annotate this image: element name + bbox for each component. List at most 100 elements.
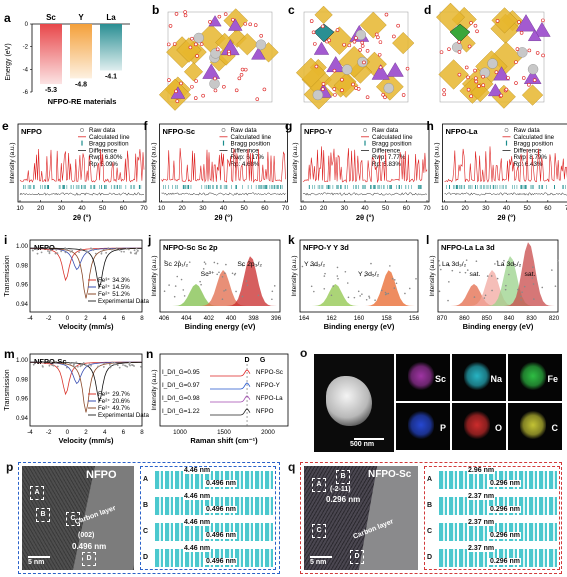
data-point (75, 361, 78, 364)
raman-spectrum (210, 408, 251, 416)
x-tick-label: -2 (46, 315, 52, 322)
legend-text: Raw data (89, 127, 116, 134)
o-atom (514, 60, 518, 64)
o-atom (442, 92, 446, 97)
x-tick-label: 50 (524, 205, 532, 212)
data-point (517, 288, 519, 291)
o-atom (335, 28, 340, 32)
feo6-octahedron (491, 7, 518, 34)
profile-id: B (143, 502, 149, 509)
o-atom (240, 67, 245, 72)
data-point (309, 264, 312, 267)
profile-width-label: 4.46 nm (183, 493, 212, 500)
data-point (357, 290, 360, 293)
o-atom (481, 83, 486, 88)
x-tick-label: 70 (282, 205, 290, 212)
plot-frame (29, 353, 143, 427)
o-atom (183, 10, 187, 14)
data-point (393, 279, 396, 281)
data-point (504, 288, 507, 291)
data-point (105, 251, 108, 254)
data-point (90, 247, 92, 250)
data-point (108, 363, 111, 366)
xps-peak (160, 270, 280, 306)
data-point (323, 275, 326, 277)
ratio-label: I_D/I_G=1.22 (162, 408, 200, 415)
crystal-structure-c: c (288, 3, 415, 110)
data-point (92, 249, 95, 251)
o-atom (381, 93, 385, 97)
eds-element-label: C (551, 423, 559, 433)
data-point (391, 277, 394, 280)
data-point (361, 293, 363, 295)
xps-peak (300, 270, 418, 306)
po4-tetrahedron (313, 41, 330, 55)
panel-letter: c (288, 3, 295, 17)
a-tick-label: 0 (25, 22, 29, 28)
lattice-profile-d: D 2.37 nm 0.296 nm (427, 545, 557, 570)
bar-value-label: -4.8 (75, 81, 87, 88)
o-atom (396, 23, 400, 28)
na-atom (527, 64, 539, 75)
panel-letter: n (146, 347, 153, 361)
data-point (439, 268, 442, 271)
legend-text: Fe²⁺ 49.7% (98, 405, 130, 412)
x-tick-label: 20 (320, 205, 328, 212)
panel-o: o 500 nm Sc Na Fe P O C (300, 346, 565, 456)
x-tick-label: 8 (140, 429, 144, 436)
eds-signal (464, 411, 490, 439)
panel-title: NFPO-Sc (34, 357, 67, 366)
bar-name-label: Sc (46, 13, 56, 22)
x-tick-label: -2 (46, 429, 52, 436)
data-point (393, 287, 396, 289)
o-atom (521, 76, 526, 80)
plane-label: (002) (78, 532, 95, 539)
legend-text: Raw data (231, 127, 258, 134)
o-atom (466, 75, 470, 80)
data-point (233, 273, 236, 276)
panel-letter: d (424, 3, 431, 17)
feo6-octahedron (295, 57, 326, 88)
legend-marker (221, 128, 226, 132)
o-atom (199, 42, 204, 46)
peak-g-label: G (260, 357, 266, 364)
difference-line (444, 192, 567, 196)
data-point (389, 265, 391, 267)
feo6-octahedron (333, 73, 359, 98)
data-point (115, 247, 118, 250)
y-tick-label: 0.96 (16, 282, 29, 289)
y-axis-label: Intensity (a.u.) (429, 255, 436, 296)
series-name: NFPO-La (256, 395, 283, 402)
mossbauer-panel: m NFPO-Sc Transmission 1.00 0.98 0.96 0.94 -4 -2… (4, 347, 149, 445)
data-point (353, 296, 356, 299)
feo6-octahedron (489, 41, 523, 74)
data-point (128, 363, 131, 366)
o-atom (477, 84, 481, 88)
data-point (47, 250, 49, 252)
po4-tetrahedron (371, 64, 390, 80)
x-tick-label: 0 (66, 429, 70, 436)
data-point (496, 277, 499, 280)
o-atom (332, 68, 337, 73)
peak-annotation: sat. (525, 271, 536, 278)
po4-tetrahedron (202, 63, 221, 79)
legend-text: Experimental Data (98, 298, 149, 305)
o-atom (494, 70, 499, 75)
o-atom (340, 77, 344, 82)
data-point (73, 363, 75, 366)
data-point (503, 259, 505, 262)
o-atom (248, 22, 253, 27)
peak-d-label: D (244, 357, 249, 364)
data-point (246, 284, 249, 286)
o-atom (188, 45, 193, 50)
o-atom (217, 14, 222, 19)
data-point (69, 362, 71, 365)
o-atom (172, 42, 177, 46)
region-box-d: D (82, 552, 96, 566)
data-point (65, 366, 68, 369)
x-tick-label: 850 (482, 315, 493, 322)
data-point (368, 297, 371, 299)
eds-signal (408, 411, 434, 439)
eds-element-label: Sc (434, 374, 446, 384)
o-atom (535, 51, 540, 55)
